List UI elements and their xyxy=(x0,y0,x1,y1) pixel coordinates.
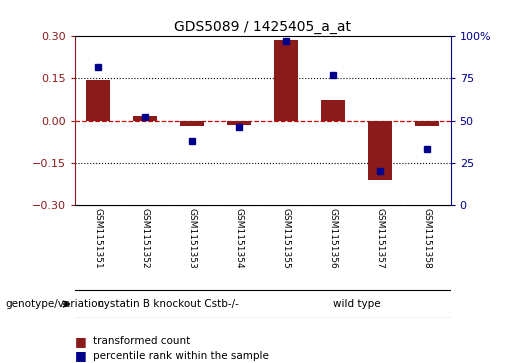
Text: GSM1151352: GSM1151352 xyxy=(141,208,150,268)
Bar xyxy=(180,121,204,126)
Text: GSM1151355: GSM1151355 xyxy=(282,208,290,268)
Text: GSM1151356: GSM1151356 xyxy=(329,208,338,268)
Text: GSM1151353: GSM1151353 xyxy=(187,208,197,268)
Text: GSM1151357: GSM1151357 xyxy=(375,208,385,268)
Bar xyxy=(228,121,251,125)
Bar xyxy=(133,117,157,121)
Text: percentile rank within the sample: percentile rank within the sample xyxy=(93,351,269,361)
Text: ■: ■ xyxy=(75,335,91,348)
Text: transformed count: transformed count xyxy=(93,336,190,346)
Bar xyxy=(416,121,439,126)
Bar xyxy=(321,99,345,121)
Title: GDS5089 / 1425405_a_at: GDS5089 / 1425405_a_at xyxy=(174,20,351,34)
Bar xyxy=(87,81,110,121)
Text: cystatin B knockout Cstb-/-: cystatin B knockout Cstb-/- xyxy=(98,299,239,309)
Text: GSM1151351: GSM1151351 xyxy=(94,208,102,268)
Text: genotype/variation: genotype/variation xyxy=(5,299,104,309)
Text: GSM1151358: GSM1151358 xyxy=(423,208,432,268)
Bar xyxy=(274,40,298,121)
Text: ■: ■ xyxy=(75,349,91,362)
Text: wild type: wild type xyxy=(333,299,381,309)
Bar xyxy=(368,121,392,180)
Text: GSM1151354: GSM1151354 xyxy=(235,208,244,268)
